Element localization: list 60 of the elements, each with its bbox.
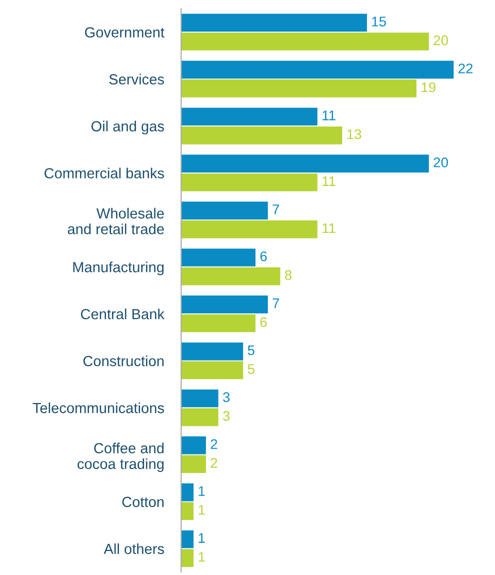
bar	[181, 202, 268, 220]
bar	[181, 126, 342, 144]
data-label: 6	[260, 317, 267, 327]
bar	[181, 361, 244, 380]
bar	[181, 436, 206, 454]
data-label: 19	[422, 82, 436, 92]
bar	[181, 455, 206, 474]
data-label: 13	[347, 129, 362, 140]
bar	[181, 296, 268, 314]
y-tick-label: All others	[104, 543, 164, 554]
data-label: 11	[322, 110, 336, 120]
data-label: 5	[248, 364, 254, 374]
bar	[181, 408, 218, 426]
bar	[181, 220, 318, 238]
bar	[181, 267, 280, 286]
y-tick-label: Oil and gas	[91, 120, 164, 134]
data-label: 3	[223, 411, 230, 421]
y-tick-label: Central Bank	[80, 308, 165, 320]
data-label: 2	[210, 439, 218, 449]
data-label: 11	[322, 223, 336, 233]
y-tick-label: Manufacturing	[73, 262, 164, 276]
y-tick-label: Telecommunications	[32, 402, 164, 414]
data-label: 3	[223, 392, 230, 402]
data-label: 20	[434, 157, 448, 168]
data-label: 1	[198, 505, 205, 515]
bar	[181, 389, 218, 408]
y-tick-label: Coffee and cocoa trading	[78, 442, 164, 472]
bar	[181, 14, 367, 32]
bar	[181, 530, 194, 548]
data-label: 8	[285, 270, 292, 280]
data-label: 11	[322, 176, 336, 186]
data-label: 15	[372, 16, 386, 26]
bar	[181, 314, 256, 332]
data-label: 7	[272, 204, 280, 214]
data-label: 1	[198, 552, 205, 562]
bar	[181, 502, 194, 520]
data-label: 7	[272, 298, 280, 308]
y-tick-label: Cotton	[122, 496, 164, 508]
y-tick-label: Government	[85, 27, 164, 38]
bar	[181, 80, 416, 98]
bar	[181, 60, 454, 79]
data-label: 6	[260, 251, 267, 262]
bar	[181, 549, 194, 567]
y-tick-label: Commercial banks	[44, 168, 164, 178]
data-label: 1	[198, 533, 205, 543]
y-tick-label: Services	[109, 74, 164, 84]
bar	[181, 108, 318, 126]
data-label: 2	[210, 458, 218, 468]
bar	[181, 32, 429, 50]
bar	[181, 154, 429, 173]
data-label: 20	[434, 35, 448, 46]
bar	[181, 248, 256, 266]
y-tick-label: Construction	[83, 356, 164, 366]
bar	[181, 483, 194, 502]
data-label: 5	[248, 345, 254, 356]
y-tick-label: Wholesale and retail trade	[68, 208, 164, 234]
bar	[181, 342, 244, 360]
data-label: 1	[198, 486, 205, 496]
data-label: 22	[458, 64, 473, 74]
bar	[181, 173, 318, 192]
